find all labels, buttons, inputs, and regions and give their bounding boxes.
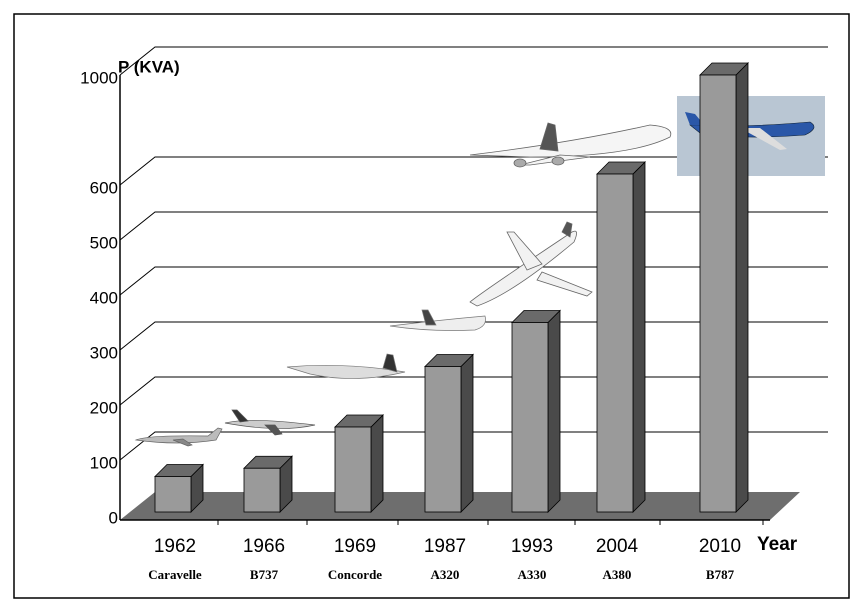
bar-side: [632, 161, 646, 513]
y-tick-label: 400: [90, 288, 118, 307]
x-tick-label: 1987: [424, 536, 466, 557]
plane-icon: [389, 309, 486, 331]
y-axis-label: P (KVA): [118, 57, 180, 76]
x-tick-label: 1993: [511, 536, 553, 557]
plane-icon: [286, 353, 406, 379]
bar-side: [370, 414, 384, 513]
y-tick-label: 500: [90, 233, 118, 252]
x-tick-label: 2010: [699, 536, 741, 557]
aircraft-label: B737: [250, 567, 279, 582]
bar-side: [460, 353, 474, 513]
x-tick-label: 1969: [334, 536, 376, 557]
y-tick-label: 600: [90, 178, 118, 197]
bar: [154, 476, 192, 513]
y-tick-label: 1000: [80, 68, 118, 87]
y-tick-label: 200: [90, 398, 118, 417]
aircraft-label: A330: [518, 567, 547, 582]
aircraft-label: A380: [603, 567, 632, 582]
bars: [154, 62, 749, 513]
aircraft-label: A320: [431, 567, 460, 582]
bar: [334, 426, 372, 513]
aircraft-label: B787: [706, 567, 735, 582]
aircraft-label: Concorde: [328, 567, 382, 582]
bar: [596, 173, 634, 513]
b787-photo: [677, 96, 825, 176]
x-tick-label: 1966: [243, 536, 285, 557]
grid-line: [119, 156, 828, 186]
x-tick-label: 1962: [154, 536, 196, 557]
x-tick-label: 2004: [596, 536, 639, 557]
plane-icon: [224, 409, 316, 436]
plane-icon: [134, 427, 223, 447]
bar: [424, 366, 462, 513]
aircraft-illustrations: [134, 96, 825, 447]
y-tick-label: 300: [90, 343, 118, 362]
bar-side: [547, 309, 561, 513]
x-axis-label: Year: [757, 534, 798, 555]
bar: [511, 322, 549, 513]
y-tick-label: 100: [90, 453, 118, 472]
bar: [243, 467, 281, 513]
plane-icon: [469, 221, 593, 307]
grid-line: [119, 46, 828, 76]
aircraft-label: Caravelle: [148, 567, 202, 582]
y-tick-label: 0: [109, 508, 118, 527]
bar-side: [735, 62, 749, 513]
bar: [699, 74, 737, 513]
plane-icon: [469, 122, 672, 168]
